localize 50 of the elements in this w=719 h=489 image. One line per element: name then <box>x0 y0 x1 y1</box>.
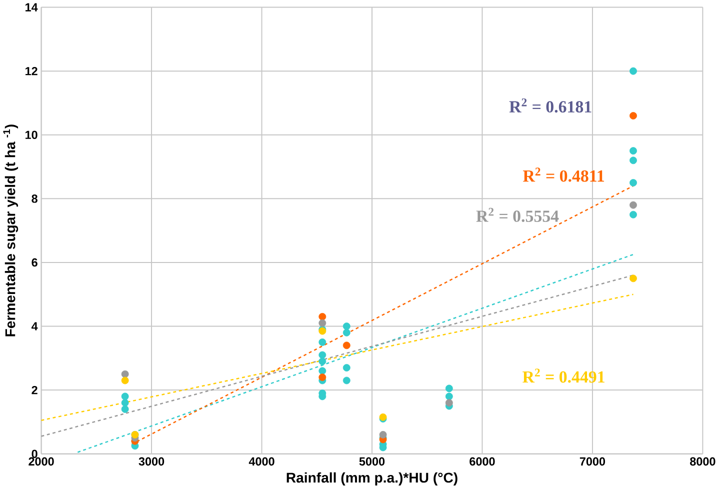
point <box>318 313 326 321</box>
point <box>342 322 350 330</box>
point <box>342 364 350 372</box>
point <box>630 112 637 120</box>
point <box>121 376 129 384</box>
x-tick-label: 6000 <box>470 457 495 466</box>
point <box>318 358 326 366</box>
point <box>630 68 637 75</box>
point <box>121 399 129 407</box>
point <box>318 374 326 382</box>
x-tick-label: 7000 <box>580 457 606 466</box>
point <box>121 370 129 378</box>
x-tick-label: 3000 <box>138 457 164 466</box>
y-tick-label: 2 <box>32 386 38 394</box>
point <box>342 342 350 350</box>
y-tick-label: 10 <box>26 130 38 140</box>
x-axis-title: Rainfall (mm p.a.)*HU (°C) <box>286 472 458 486</box>
point <box>318 319 326 327</box>
y-tick-label: 6 <box>32 258 38 267</box>
point <box>342 376 350 384</box>
x-tick-label: 8000 <box>690 457 716 466</box>
annotation: R$^{2}$ = 0.5554 <box>476 208 559 222</box>
point <box>630 274 637 282</box>
y-tick-label: 8 <box>32 194 38 203</box>
point <box>445 384 453 392</box>
point <box>121 392 129 400</box>
annotation: R$^{2}$ = 0.4491 <box>522 368 604 383</box>
y-tick-label: 4 <box>31 322 38 330</box>
y-tick-label: 12 <box>26 67 38 76</box>
point <box>630 211 637 218</box>
y-tick-label: 0 <box>32 450 38 458</box>
point <box>342 329 350 336</box>
annotation: R$^{2}$ = 0.4811 <box>523 168 604 182</box>
point <box>445 392 453 400</box>
point <box>445 399 453 407</box>
point <box>630 147 637 155</box>
point <box>630 179 637 187</box>
x-tick-label: 2000 <box>28 457 54 466</box>
annotation: R$^{2}$ = 0.6181 <box>509 98 592 113</box>
point <box>630 156 637 164</box>
y-axis-title: Fermentable sugar yield (t ha $^{-1}$) <box>3 124 18 336</box>
point <box>318 351 326 359</box>
point <box>379 431 387 439</box>
y-tick-label: 14 <box>26 3 38 12</box>
point <box>630 201 637 209</box>
x-tick-label: 4000 <box>248 457 274 466</box>
point <box>318 367 326 375</box>
point <box>318 338 326 346</box>
point <box>121 406 129 414</box>
x-tick-label: 5000 <box>359 457 385 466</box>
